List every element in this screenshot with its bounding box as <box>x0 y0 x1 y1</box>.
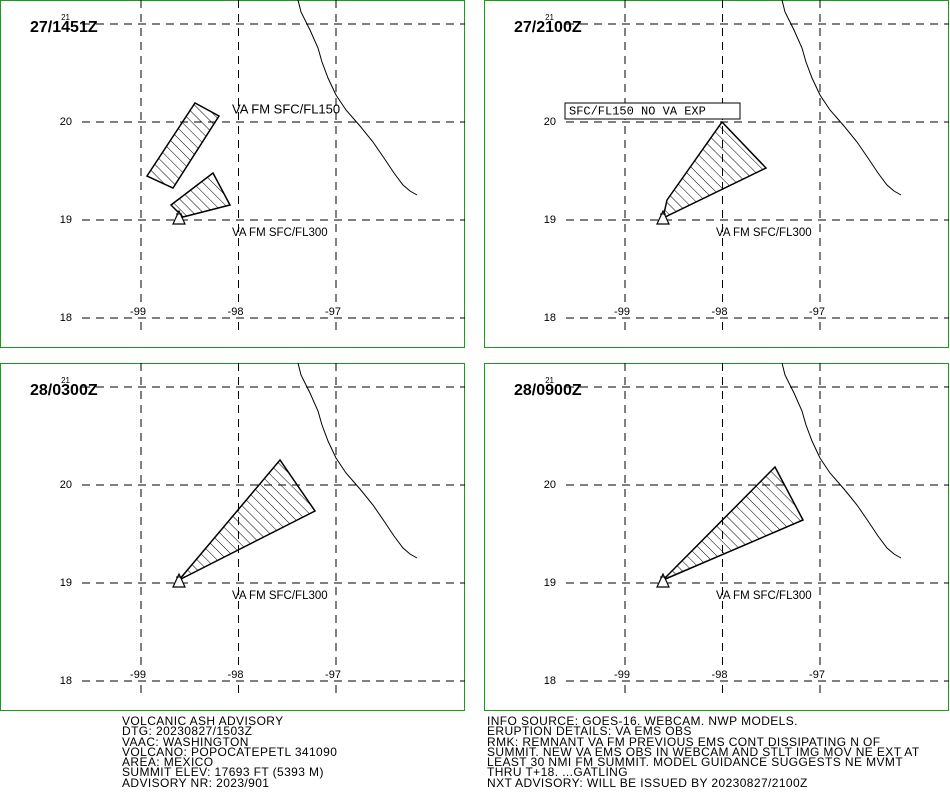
lat-label: 19 <box>60 577 72 589</box>
ash-area <box>169 171 232 218</box>
lon-label: -99 <box>130 306 146 318</box>
ash-label: VA FM SFC/FL300 <box>716 590 812 602</box>
lat-label: 21 <box>545 13 554 22</box>
lon-label: -97 <box>325 669 341 681</box>
volcano-symbol <box>656 572 670 588</box>
lat-label: 20 <box>544 116 556 128</box>
lon-label: -97 <box>809 306 825 318</box>
lon-label: -99 <box>614 306 630 318</box>
ash-label: VA FM SFC/FL300 <box>716 227 812 239</box>
coastline <box>781 362 902 559</box>
lat-label: 19 <box>60 214 72 226</box>
lat-label: 18 <box>60 312 72 324</box>
lon-label: -99 <box>614 669 630 681</box>
ash-area <box>178 458 317 581</box>
lon-label: -98 <box>228 669 244 681</box>
lat-label: 19 <box>544 214 556 226</box>
lat-label: 18 <box>544 312 556 324</box>
ash-area <box>145 102 221 189</box>
volcano-symbol <box>656 209 670 225</box>
label-bg <box>806 668 832 682</box>
valid-time: 28/0900Z <box>514 382 582 399</box>
advisory-line: INFO SOURCE: GOES-16. WEBCAM. NWP MODELS… <box>487 714 798 728</box>
valid-time: 28/0300Z <box>30 382 98 399</box>
advisory-line: VAAC: WASHINGTON <box>122 734 249 749</box>
ash-area <box>661 120 768 220</box>
panel: -99 -98 -97 21 20 19 18 28/0900Z VA FM SFC/FL300 <box>484 362 949 711</box>
lon-label: -98 <box>228 306 244 318</box>
panel-border <box>0 363 465 711</box>
lat-label: 20 <box>60 116 72 128</box>
panel: -99 -98 -97 21 20 19 18 28/0300Z VA FM SFC/FL300 <box>0 362 465 711</box>
lat-label: 21 <box>61 13 70 22</box>
lon-label: -99 <box>130 669 146 681</box>
advisory-line: SUMMIT. NEW VA EMS OBS IN WEBCAM AND STL… <box>487 744 920 759</box>
advisory-left: VOLCANIC ASH ADVISORY DTG: 20230827/1503Z… <box>122 714 338 790</box>
advisory-line: SUMMIT ELEV: 17693 FT (5393 M) <box>122 765 324 780</box>
ash-area <box>662 465 805 581</box>
advisory-graphic: -99 -98 -97 21 20 19 18 27/1451Z VA FM SFC/FL150… <box>0 0 949 711</box>
label-bg <box>322 305 348 319</box>
advisory-line: ERUPTION DETAILS: VA EMS OBS <box>487 724 692 739</box>
volcano-symbol <box>172 572 186 588</box>
lon-label: -98 <box>712 306 728 318</box>
lat-label: 18 <box>544 675 556 687</box>
lat-label: 21 <box>61 376 70 385</box>
advisory-line: VOLCANIC ASH ADVISORY <box>122 714 284 728</box>
valid-time: 27/2100Z <box>514 19 582 36</box>
panel-border <box>484 0 949 348</box>
advisory-line: RMK: REMNANT VA FM PREVIOUS EMS CONT DIS… <box>487 734 881 749</box>
advisory-line: ADVISORY NR: 2023/901 <box>122 775 270 790</box>
lat-label: 20 <box>60 479 72 491</box>
label-bg <box>127 668 153 682</box>
label-bg <box>806 305 832 319</box>
advisory-line: THRU T+18. ...GATLING <box>487 765 628 780</box>
lat-label: 20 <box>544 479 556 491</box>
lon-label: -97 <box>325 306 341 318</box>
panel: -99 -98 -97 21 20 19 18 27/1451Z VA FM SFC/FL150… <box>0 0 465 348</box>
label-bg <box>611 668 637 682</box>
panel: -99 -98 -97 21 20 19 18 27/2100Z SFC/FL150 NO VA… <box>484 0 949 348</box>
label-bg <box>224 305 251 319</box>
coastline <box>297 362 418 559</box>
coastline <box>297 0 418 196</box>
ash-label: VA FM SFC/FL300 <box>232 227 328 239</box>
advisory-line: AREA: MEXICO <box>122 755 214 770</box>
lat-label: 18 <box>60 675 72 687</box>
label-bg <box>708 668 735 682</box>
coastline <box>781 0 902 196</box>
advisory-right: INFO SOURCE: GOES-16. WEBCAM. NWP MODELS… <box>487 714 920 790</box>
label-bg <box>224 668 251 682</box>
lon-label: -97 <box>809 669 825 681</box>
lat-label: 21 <box>545 376 554 385</box>
valid-time: 27/1451Z <box>30 19 98 36</box>
advisory-line: VOLCANO: POPOCATEPETL 341090 <box>122 744 338 759</box>
label-bg <box>127 305 153 319</box>
advisory-line: DTG: 20230827/1503Z <box>122 724 253 739</box>
label-bg <box>322 668 348 682</box>
lon-label: -98 <box>712 669 728 681</box>
panel-border <box>0 0 465 348</box>
label-bg <box>611 305 637 319</box>
ash-label: VA FM SFC/FL150 <box>232 101 340 116</box>
advisory-line: NXT ADVISORY: WILL BE ISSUED BY 20230827… <box>487 775 808 790</box>
advisory-line: LEAST 30 NMI FM SUMMIT. MODEL GUIDANCE S… <box>487 755 904 770</box>
ash-label: VA FM SFC/FL300 <box>232 590 328 602</box>
lat-label: 19 <box>544 577 556 589</box>
ash-label: SFC/FL150 NO VA EXP <box>569 105 706 119</box>
label-box <box>564 102 741 120</box>
label-bg <box>708 305 735 319</box>
volcano-symbol <box>172 209 186 225</box>
panel-border <box>484 363 949 711</box>
